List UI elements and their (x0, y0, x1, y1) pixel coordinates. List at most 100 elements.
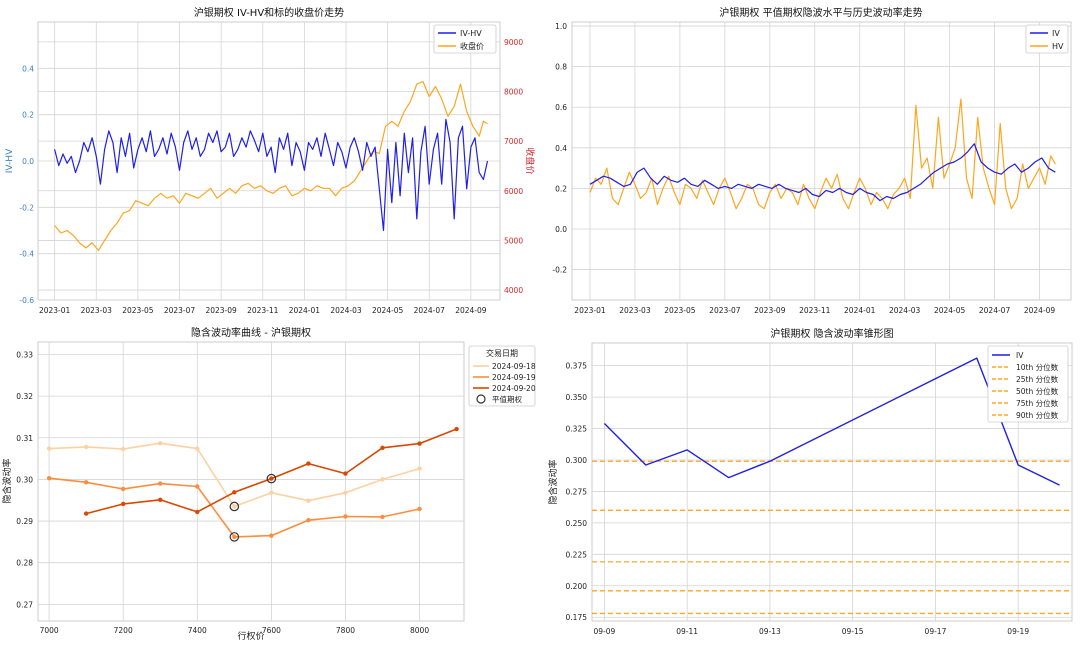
x-tick-label: 2024-05 (934, 306, 966, 315)
grid (572, 22, 1071, 300)
y-tick-label: 0.175 (566, 613, 588, 622)
x-tick-label: 2024-09 (1024, 306, 1056, 315)
y-tick-label: 0.33 (16, 350, 33, 359)
y-tick-label-right: 9000 (504, 38, 523, 47)
y-tick-label: 0.4 (555, 144, 567, 153)
data-point-0920 (417, 441, 422, 446)
data-point-0919 (343, 514, 348, 519)
x-tick-label: 2023-05 (664, 306, 696, 315)
atm-marker (266, 473, 277, 484)
x-tick-label: 2024-03 (330, 306, 362, 315)
chart-iv-hv: 沪银期权 平值期权隐波水平与历史波动率走势 1.0 0.8 0.6 0.4 0.2 0.0… (552, 6, 1072, 315)
y-tick-label: 0.275 (566, 487, 588, 496)
x-tick-label: 2024-09 (455, 306, 487, 315)
data-point-0919 (232, 534, 237, 540)
x-tick-label: 2024-07 (979, 306, 1011, 315)
y-tick-label: 0.32 (16, 392, 33, 401)
legend-title: 交易日期 (486, 348, 518, 358)
y-tick-label-right: 8000 (504, 88, 523, 97)
series (46, 426, 459, 542)
x-tick-labels: 2023-01 2023-03 2023-05 2023-07 2023-09 2023-… (574, 306, 1055, 315)
series (589, 98, 1056, 210)
y-tick-label: 1.0 (555, 22, 567, 31)
atm-marker (229, 501, 240, 512)
grid (38, 342, 464, 621)
y-tick-label: 0.350 (566, 393, 588, 402)
series-line-close (54, 80, 488, 251)
y-tick-label-left: 0.0 (22, 157, 34, 166)
y-tick-label: 0.300 (566, 456, 588, 465)
chart-title: 隐含波动率曲线 - 沪银期权 (191, 326, 311, 339)
data-point-0920 (232, 490, 237, 495)
x-tick-label: 2024-05 (372, 306, 404, 315)
data-point-0920 (83, 511, 89, 516)
data-point-0920 (343, 471, 348, 476)
data-point-0919 (83, 480, 89, 485)
data-point-0918 (46, 446, 52, 451)
legend: IV 10th 分位数 25th 分位数 50th 分位数 75th 分位数 9… (987, 345, 1069, 423)
legend-label-iv: IV (1052, 29, 1060, 38)
legend-label-0919: 2024-09-19 (492, 373, 536, 382)
legend-label-ivhv: IV-HV (460, 29, 482, 38)
chart-iv-cone: 沪银期权 隐含波动率锥形图 0.3750.3500.3250.3000.2750… (547, 327, 1073, 636)
y-tick-label: 0.2 (555, 184, 567, 193)
x-tick-label: 2023-09 (754, 306, 786, 315)
left-tick-labels: 0.4 0.2 0.0 -0.2 -0.4 -0.6 (19, 64, 34, 305)
y-tick-label-right: 4000 (504, 286, 523, 295)
y-tick-label-right: 6000 (504, 187, 523, 196)
x-tick-label: 7800 (336, 626, 355, 635)
data-point-0918 (380, 477, 385, 482)
legend-label-0920: 2024-09-20 (492, 384, 536, 393)
y-tick-label-left: -0.6 (19, 296, 34, 305)
x-tick-label: 09-11 (676, 627, 698, 636)
data-point-0918 (121, 446, 126, 452)
x-tick-label: 2024-03 (889, 306, 921, 315)
data-point-0918 (195, 446, 200, 451)
y-tick-label: 0.375 (566, 362, 588, 371)
data-point-0919 (269, 533, 274, 538)
data-point-0918 (269, 490, 274, 495)
legend-label-q75: 75th 分位数 (1016, 398, 1059, 408)
series (592, 357, 1072, 615)
x-tick-label: 2023-03 (619, 306, 651, 315)
data-point-0919 (46, 475, 52, 481)
x-tick-label: 8000 (410, 626, 429, 635)
x-tick-label: 7000 (40, 626, 59, 635)
x-tick-label: 7400 (188, 626, 207, 635)
y-tick-label: 0.27 (16, 600, 33, 609)
data-point-0918 (417, 466, 422, 471)
x-tick-label: 09-19 (1007, 627, 1029, 636)
data-point-0918 (343, 490, 348, 495)
y-tick-label: -0.2 (552, 266, 567, 275)
legend-label-iv: IV (1016, 351, 1024, 360)
x-tick-label: 2023-05 (122, 306, 154, 315)
y-tick-label-right: 5000 (504, 236, 523, 245)
x-tick-label: 2023-07 (709, 306, 741, 315)
x-tick-labels: 09-09 09-11 09-13 09-15 09-17 09-19 (594, 627, 1030, 636)
data-point-0920 (454, 426, 459, 432)
y-tick-label-right: 7000 (504, 137, 523, 146)
data-point-0919 (306, 518, 311, 523)
series (54, 80, 489, 251)
data-point-0918 (83, 444, 89, 450)
y-tick-label: 0.28 (16, 559, 33, 568)
y-tick-label-left: 0.2 (22, 111, 34, 120)
y-tick-label-left: -0.2 (19, 203, 34, 212)
data-point-0918 (306, 498, 311, 503)
data-point-0918 (232, 504, 237, 509)
y-tick-label: 0.0 (555, 225, 567, 234)
y-tick-label: 0.225 (566, 550, 588, 559)
legend: IV HV (1025, 24, 1069, 54)
y-tick-label: 0.200 (566, 582, 588, 591)
y-axis-label-left: IV-HV (5, 148, 15, 173)
y-tick-labels: 0.375 0.350 0.325 0.300 0.275 0.250 0.225 0.200… (566, 362, 588, 623)
x-tick-label: 2024-07 (414, 306, 446, 315)
x-tick-label: 2023-11 (799, 306, 831, 315)
x-tick-label: 2023-01 (39, 306, 71, 315)
x-tick-label: 2024-01 (289, 306, 321, 315)
x-tick-label: 09-15 (842, 627, 864, 636)
y-tick-label: 0.250 (566, 519, 588, 528)
legend-label-q10: 10th 分位数 (1016, 362, 1059, 372)
data-point-0919 (158, 481, 163, 486)
